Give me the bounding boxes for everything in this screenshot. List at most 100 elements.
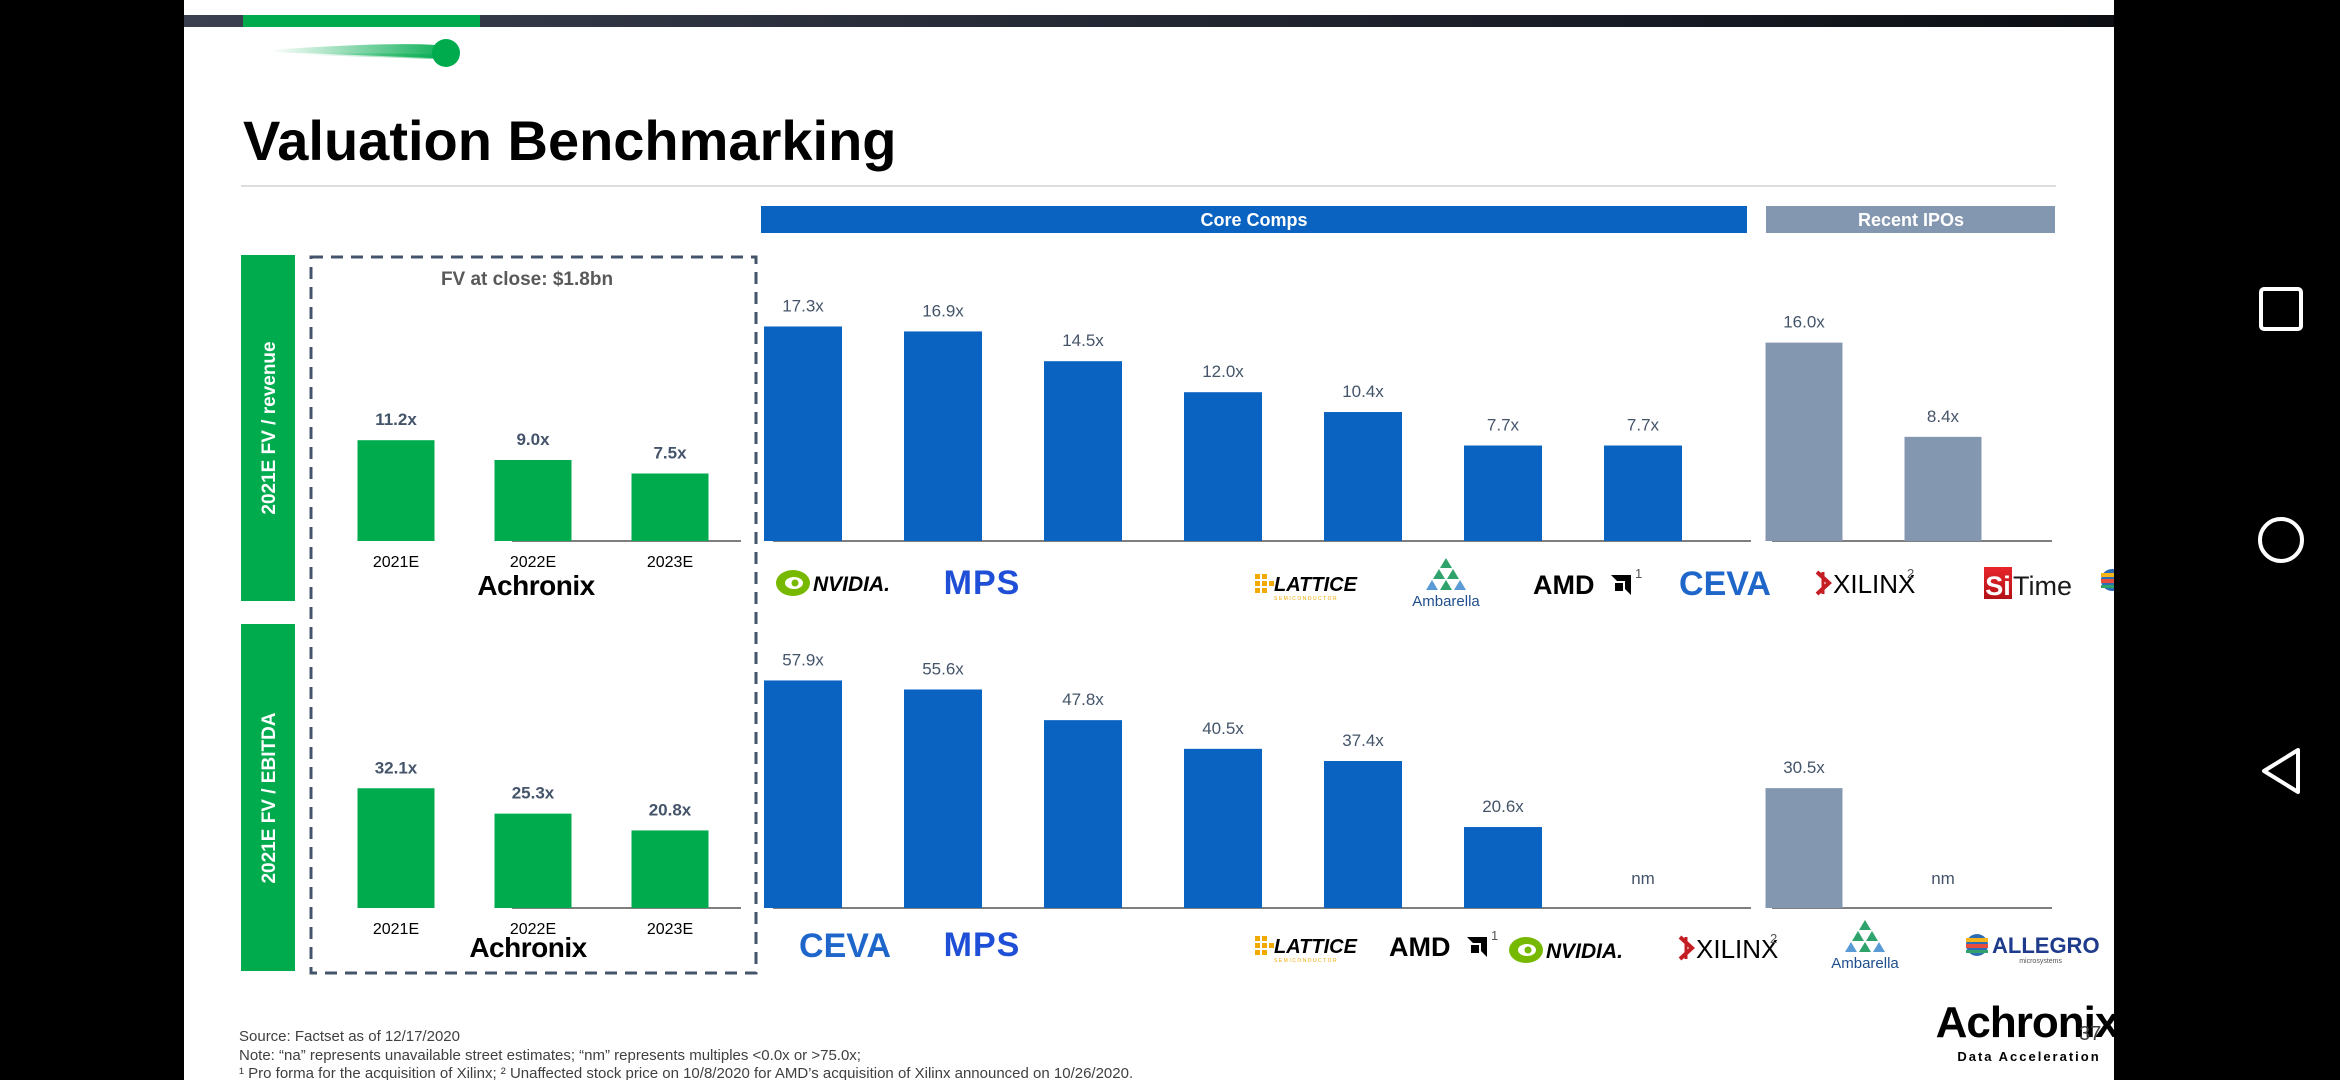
core-comps-header: Core Comps	[1200, 210, 1307, 230]
core-comps-header-bar	[761, 206, 1747, 233]
row-label-ebitda: 2021E FV / EBITDA	[259, 712, 280, 883]
core-ebitda-bar-4	[1324, 761, 1402, 908]
logo-ambarella-top: Ambarella	[1412, 558, 1480, 610]
svg-text:CEVA: CEVA	[1679, 565, 1771, 603]
achronix-revenue-bar-2	[631, 473, 709, 541]
amd-arrow-icon	[1467, 937, 1487, 957]
core-revenue-data-label-6: 7.7x	[1627, 416, 1660, 435]
xilinx-mark-icon	[1815, 570, 1832, 596]
logo-ceva-bottom: CEVA	[799, 927, 891, 965]
svg-text:Si: Si	[1985, 571, 2011, 601]
svg-text:MPS: MPS	[944, 926, 1021, 964]
row-label-revenue-bar	[241, 255, 295, 601]
logo-ambarella-bottom: Ambarella	[1831, 920, 1899, 972]
recent-ipos-header: Recent IPOs	[1858, 210, 1964, 230]
achronix-revenue-data-label-0: 11.2x	[375, 410, 417, 429]
core-revenue-data-label-0: 17.3x	[782, 296, 824, 315]
logo-allegro-top: ALLEGRO microsystems	[2101, 569, 2114, 591]
nvidia-eye-icon	[1509, 937, 1543, 963]
core-revenue-bar-3	[1184, 392, 1262, 541]
achronix-revenue-bar-0	[357, 440, 435, 541]
core-ebitda-data-label-4: 37.4x	[1342, 731, 1384, 750]
achronix-ebitda-tick-label-2: 2023E	[647, 921, 693, 938]
slide-canvas: Valuation Benchmarking Core Comps Recent…	[184, 15, 2114, 1080]
recent-ipos-header-bar	[1766, 206, 2055, 233]
svg-text:Achronix: Achronix	[1936, 998, 2114, 1047]
ipo-revenue-data-label-1: 8.4x	[1927, 407, 1960, 426]
amd-arrow-icon	[1611, 575, 1631, 595]
home-button[interactable]	[2252, 511, 2310, 569]
achronix-logo-top: Achronix	[477, 570, 596, 601]
core-ebitda-data-label-3: 40.5x	[1202, 719, 1244, 738]
achronix-ebitda-data-label-2: 20.8x	[649, 800, 692, 819]
svg-text:SEMICONDUCTOR: SEMICONDUCTOR	[1274, 596, 1338, 602]
page-number: 37	[2079, 1023, 2101, 1045]
core-ebitda-data-label-0: 57.9x	[782, 650, 824, 669]
achronix-revenue-data-label-1: 9.0x	[516, 430, 550, 449]
logo-amd-top: AMD 1	[1533, 566, 1642, 600]
ipo-revenue-bar-1	[1904, 436, 1982, 541]
core-revenue-bar-0	[764, 326, 842, 541]
circle-icon	[2258, 517, 2304, 563]
svg-text:Time: Time	[2013, 571, 2072, 601]
achronix-revenue-tick-label-2: 2023E	[647, 554, 693, 571]
svg-text:microsystems: microsystems	[2019, 958, 2062, 965]
ipo-ebitda-bar-0	[1765, 788, 1843, 908]
ipo-ebitda-data-label-1: nm	[1931, 869, 1955, 888]
achronix-revenue-tick-label-1: 2022E	[510, 554, 556, 571]
row-label-revenue: 2021E FV / revenue	[259, 341, 280, 514]
ambarella-triangle-icon	[1845, 920, 1885, 952]
ambarella-triangle-icon	[1426, 558, 1466, 590]
achronix-ebitda-bar-0	[357, 788, 435, 908]
svg-text:Achronix: Achronix	[469, 932, 587, 963]
logo-sitime-top: Si Time	[1984, 567, 2072, 601]
square-icon	[2259, 287, 2303, 331]
achronix-revenue-tick-label-0: 2021E	[373, 554, 419, 571]
recents-button[interactable]	[2252, 280, 2310, 338]
svg-text:Ambarella: Ambarella	[1412, 593, 1480, 610]
allegro-globe-icon	[2101, 569, 2114, 591]
achronix-dashed-box	[309, 255, 758, 975]
core-ebitda-data-label-6: nm	[1631, 869, 1655, 888]
svg-text:AMD: AMD	[1533, 570, 1595, 600]
achronix-revenue-bar-1	[494, 460, 572, 541]
core-revenue-data-label-5: 7.7x	[1487, 416, 1520, 435]
achronix-ebitda-tick-label-0: 2021E	[373, 921, 419, 938]
core-ebitda-data-label-1: 55.6x	[922, 659, 964, 678]
row-label-ebitda-bar	[241, 624, 295, 971]
svg-text:LATTICE: LATTICE	[1274, 574, 1358, 596]
logo-xilinx-bottom: XILINX 2	[1678, 931, 1778, 964]
svg-text:Achronix: Achronix	[477, 570, 595, 601]
page-title: Valuation Benchmarking	[243, 109, 897, 172]
core-ebitda-data-label-2: 47.8x	[1062, 690, 1104, 709]
core-revenue-bar-4	[1324, 412, 1402, 541]
svg-text:NVIDIA.: NVIDIA.	[813, 573, 890, 596]
achronix-ebitda-tick-label-1: 2022E	[510, 921, 556, 938]
footer-footnote: ¹ Pro forma for the acquisition of Xilin…	[239, 1065, 1133, 1080]
logo-lattice-top: LATTICE SEMICONDUCTOR	[1255, 574, 1358, 602]
back-button[interactable]	[2252, 742, 2310, 800]
logo-ceva-top: CEVA	[1679, 565, 1771, 603]
ipo-revenue-bar-0	[1765, 342, 1843, 541]
core-revenue-bar-6	[1604, 445, 1682, 541]
core-revenue-data-label-3: 12.0x	[1202, 362, 1244, 381]
svg-text:Ambarella: Ambarella	[1831, 955, 1899, 972]
svg-text:XILINX: XILINX	[1696, 934, 1778, 964]
core-ebitda-bar-1	[904, 689, 982, 908]
core-ebitda-bar-5	[1464, 827, 1542, 908]
footer-note: Note: “na” represents unavailable street…	[239, 1047, 861, 1064]
achronix-ebitda-data-label-1: 25.3x	[512, 784, 555, 803]
svg-text:MPS: MPS	[944, 564, 1021, 602]
core-revenue-bar-1	[904, 331, 982, 541]
svg-text:ALLEGRO: ALLEGRO	[1992, 933, 2100, 958]
achronix-ebitda-bar-2	[631, 830, 709, 908]
lattice-grid-icon	[1255, 574, 1274, 593]
achronix-revenue-data-label-2: 7.5x	[653, 444, 687, 463]
achronix-logo-bottom: Achronix	[469, 932, 588, 963]
logo-amd-bottom: AMD 1	[1389, 928, 1498, 962]
footer-source: Source: Factset as of 12/17/2020	[239, 1028, 460, 1045]
core-revenue-bar-5	[1464, 445, 1542, 541]
achronix-ebitda-data-label-0: 32.1x	[375, 758, 418, 777]
lattice-grid-icon	[1255, 936, 1274, 955]
svg-text:LATTICE: LATTICE	[1274, 936, 1358, 958]
